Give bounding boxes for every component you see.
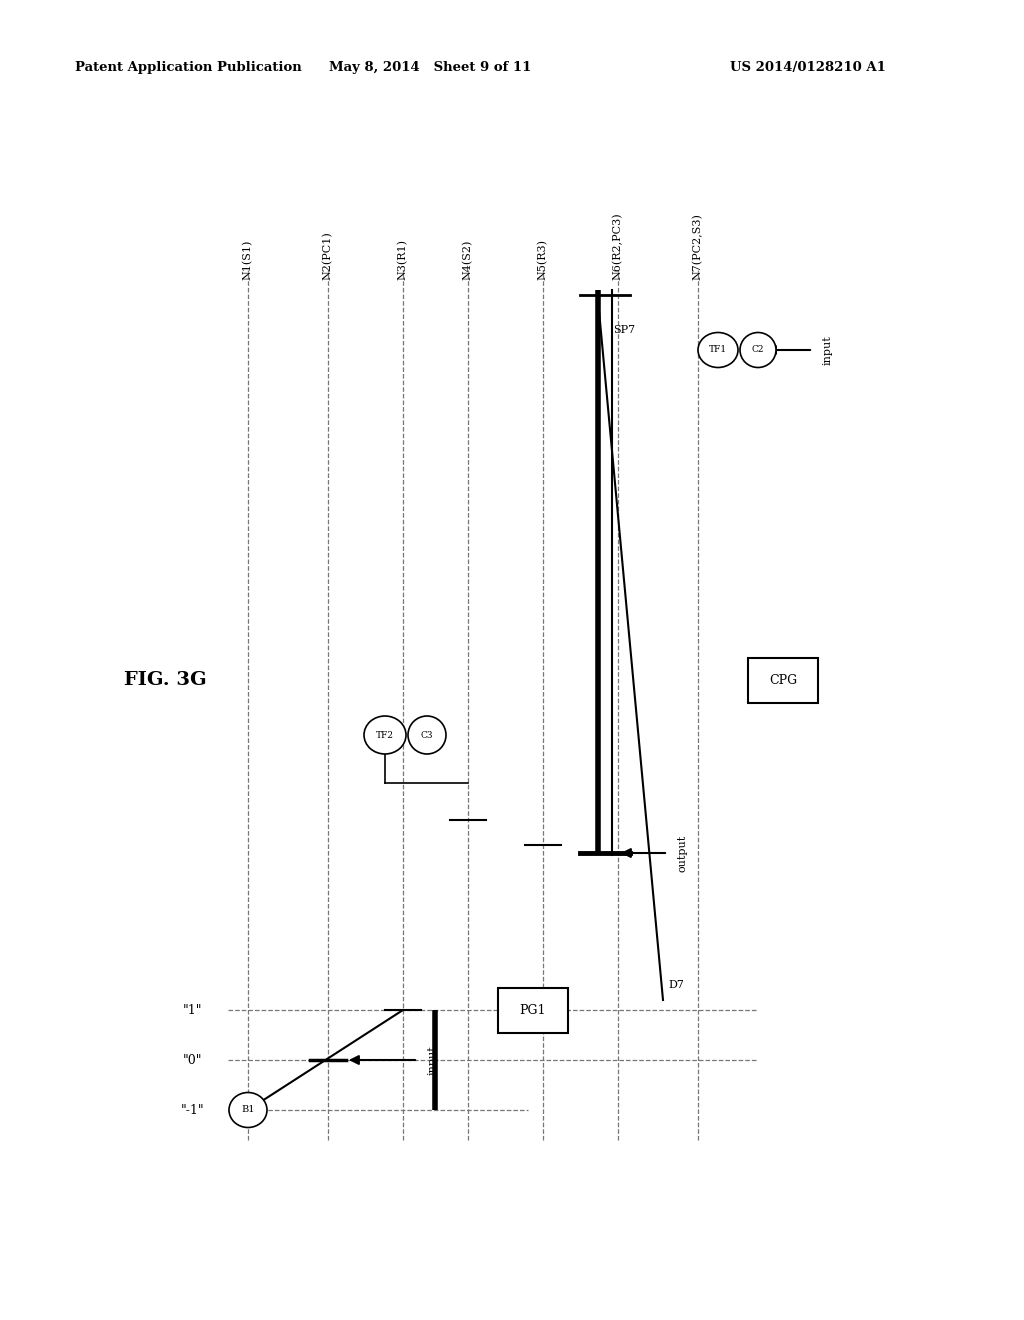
Ellipse shape	[229, 1093, 267, 1127]
Text: output: output	[678, 834, 688, 871]
Text: TF1: TF1	[709, 346, 727, 355]
Text: N7(PC2,S3): N7(PC2,S3)	[693, 213, 703, 280]
Text: D7: D7	[668, 979, 684, 990]
Text: TF2: TF2	[376, 730, 394, 739]
Text: "0": "0"	[183, 1053, 203, 1067]
Text: PG1: PG1	[520, 1003, 546, 1016]
Text: B1: B1	[242, 1106, 255, 1114]
Text: N4(S2): N4(S2)	[463, 240, 473, 280]
Text: "-1": "-1"	[181, 1104, 205, 1117]
Text: SP7: SP7	[613, 325, 635, 335]
Text: CPG: CPG	[769, 673, 797, 686]
Text: Patent Application Publication: Patent Application Publication	[75, 61, 302, 74]
Bar	[748, 657, 818, 702]
Text: May 8, 2014   Sheet 9 of 11: May 8, 2014 Sheet 9 of 11	[329, 61, 531, 74]
Ellipse shape	[364, 715, 406, 754]
Text: N1(S1): N1(S1)	[243, 240, 253, 280]
Text: N3(R1): N3(R1)	[398, 239, 409, 280]
Ellipse shape	[740, 333, 776, 367]
Ellipse shape	[408, 715, 446, 754]
Text: input: input	[428, 1045, 438, 1074]
Text: C2: C2	[752, 346, 764, 355]
Text: N6(R2,PC3): N6(R2,PC3)	[612, 213, 624, 280]
Text: FIG. 3G: FIG. 3G	[124, 671, 206, 689]
Text: US 2014/0128210 A1: US 2014/0128210 A1	[730, 61, 886, 74]
Text: input: input	[823, 335, 833, 364]
Text: N5(R3): N5(R3)	[538, 239, 548, 280]
Text: "1": "1"	[183, 1003, 203, 1016]
Text: N2(PC1): N2(PC1)	[323, 231, 333, 280]
Bar	[498, 987, 568, 1032]
Ellipse shape	[698, 333, 738, 367]
Text: C3: C3	[421, 730, 433, 739]
